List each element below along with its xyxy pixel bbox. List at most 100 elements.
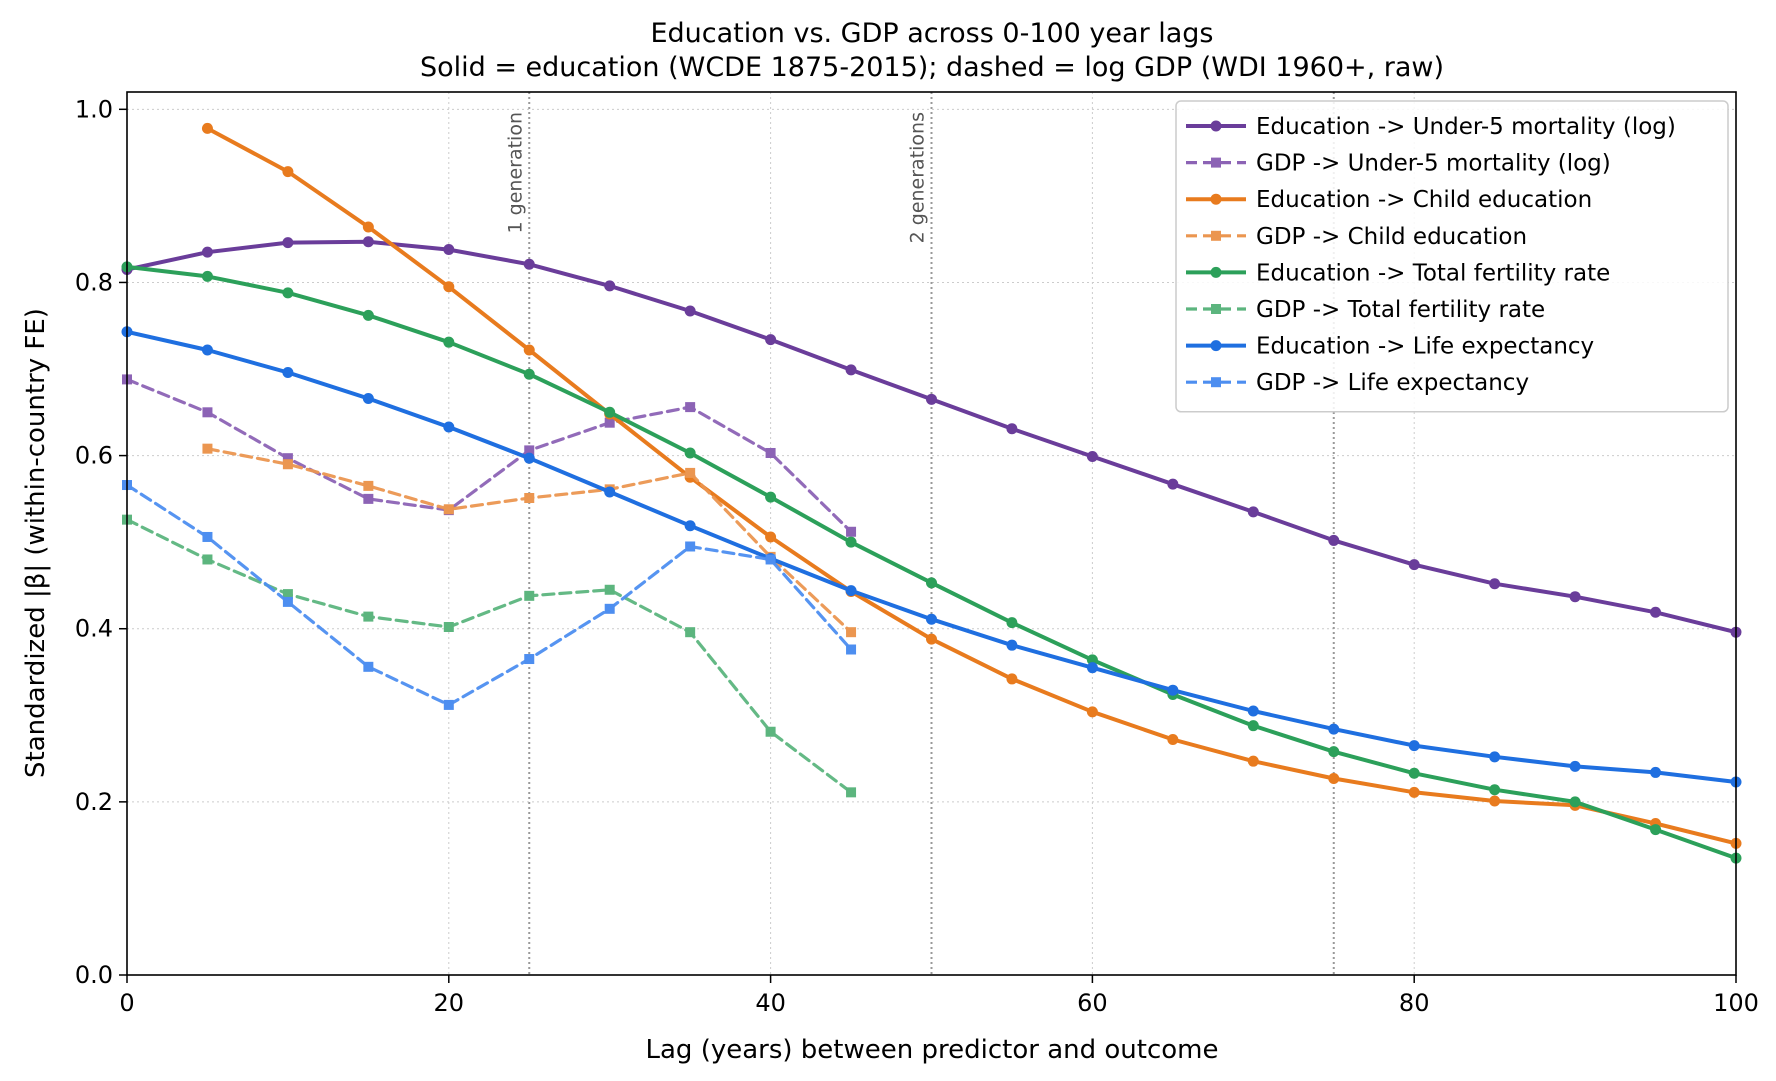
data-point bbox=[443, 699, 454, 710]
data-point bbox=[845, 585, 857, 597]
data-point bbox=[845, 536, 857, 548]
data-point bbox=[202, 443, 213, 454]
legend-item: Education -> Child education bbox=[1186, 187, 1592, 213]
data-point bbox=[765, 531, 777, 543]
data-point bbox=[362, 309, 374, 321]
legend-label: Education -> Under-5 mortality (log) bbox=[1256, 114, 1676, 140]
data-point bbox=[1408, 559, 1420, 571]
data-point bbox=[926, 633, 937, 645]
data-point bbox=[443, 281, 455, 293]
legend-label: GDP -> Under-5 mortality (log) bbox=[1256, 151, 1611, 177]
legend-box bbox=[1175, 100, 1729, 413]
data-point bbox=[685, 402, 696, 413]
legend-item: Education -> Life expectancy bbox=[1186, 334, 1594, 360]
data-point bbox=[1489, 784, 1501, 796]
legend: Education -> Under-5 mortality (log) GDP … bbox=[1175, 100, 1729, 413]
data-point bbox=[201, 270, 213, 282]
data-point bbox=[845, 364, 857, 376]
data-point bbox=[1006, 617, 1018, 629]
data-point bbox=[684, 305, 696, 317]
legend-swatch-marker bbox=[1210, 193, 1222, 205]
data-point bbox=[846, 627, 857, 638]
data-point bbox=[926, 393, 937, 405]
x-axis-label: Lag (years) between predictor and outcom… bbox=[646, 1035, 1219, 1065]
series-line bbox=[125, 377, 853, 534]
data-point bbox=[685, 541, 696, 552]
series-line bbox=[205, 126, 1738, 846]
data-point bbox=[282, 453, 293, 464]
legend-swatch-marker bbox=[1210, 266, 1222, 278]
data-point bbox=[363, 493, 374, 504]
series-line bbox=[125, 483, 853, 707]
legend-swatch-marker bbox=[1210, 340, 1222, 352]
chart-subtitle: Solid = education (WCDE 1875-2015); dash… bbox=[420, 52, 1444, 83]
data-point bbox=[1650, 606, 1662, 618]
y-tick-label: 0.4 bbox=[75, 615, 113, 643]
data-point bbox=[1489, 795, 1501, 807]
data-point bbox=[1328, 534, 1340, 546]
generation-label: 1 generation bbox=[504, 112, 526, 233]
series-7 bbox=[121, 326, 1742, 788]
series-layer bbox=[121, 122, 1742, 864]
data-point bbox=[363, 480, 374, 491]
data-point bbox=[765, 726, 776, 737]
data-point bbox=[443, 621, 454, 632]
data-point bbox=[282, 237, 294, 249]
data-point bbox=[1650, 824, 1662, 836]
data-point bbox=[443, 421, 455, 433]
data-point bbox=[1086, 706, 1098, 718]
data-point bbox=[846, 787, 857, 798]
data-point bbox=[685, 467, 696, 478]
data-point bbox=[362, 221, 374, 233]
data-point bbox=[443, 504, 454, 515]
data-point bbox=[282, 589, 293, 600]
y-tick-label: 0.6 bbox=[75, 442, 113, 470]
reference-lines: 1 generation 2 generations bbox=[504, 92, 1335, 975]
x-tick-label: 40 bbox=[755, 989, 786, 1017]
data-point bbox=[282, 166, 294, 178]
x-tick-label: 60 bbox=[1077, 989, 1108, 1017]
plot-frame bbox=[126, 91, 1737, 976]
legend-swatch-marker bbox=[1211, 304, 1221, 314]
data-point bbox=[201, 344, 213, 356]
data-point bbox=[202, 554, 213, 565]
data-point bbox=[1167, 478, 1179, 490]
data-point bbox=[1489, 751, 1501, 763]
data-point bbox=[685, 627, 696, 638]
data-point bbox=[282, 459, 293, 470]
data-point bbox=[846, 644, 857, 655]
generation-label: 2 generations bbox=[907, 112, 929, 243]
data-point bbox=[1247, 506, 1259, 518]
data-point bbox=[684, 447, 696, 459]
data-point bbox=[1408, 767, 1420, 779]
data-point bbox=[362, 236, 374, 248]
legend-swatch-marker bbox=[1211, 377, 1221, 388]
data-point bbox=[1086, 662, 1098, 674]
data-point bbox=[1167, 684, 1179, 696]
data-point bbox=[1247, 755, 1259, 767]
data-point bbox=[604, 603, 615, 614]
legend-item: GDP -> Under-5 mortality (log) bbox=[1186, 151, 1611, 177]
data-point bbox=[765, 554, 776, 565]
data-point bbox=[1167, 734, 1179, 746]
data-point bbox=[684, 520, 696, 532]
y-axis-label: Standardized |β| (within-country FE) bbox=[21, 308, 51, 778]
data-point bbox=[202, 407, 213, 418]
legend-item: Education -> Total fertility rate bbox=[1186, 260, 1610, 286]
legend-swatch-marker bbox=[1211, 157, 1221, 168]
data-point bbox=[604, 280, 616, 292]
data-point bbox=[523, 344, 535, 356]
data-point bbox=[604, 417, 615, 428]
x-tick-label: 20 bbox=[434, 989, 465, 1017]
data-point bbox=[363, 611, 374, 622]
legend-item: GDP -> Life expectancy bbox=[1186, 370, 1529, 396]
data-point bbox=[201, 246, 213, 258]
data-point bbox=[1006, 423, 1018, 435]
data-point bbox=[523, 452, 535, 464]
data-point bbox=[846, 526, 857, 537]
data-point bbox=[363, 661, 374, 672]
data-point bbox=[362, 392, 374, 404]
data-point bbox=[1569, 760, 1581, 772]
